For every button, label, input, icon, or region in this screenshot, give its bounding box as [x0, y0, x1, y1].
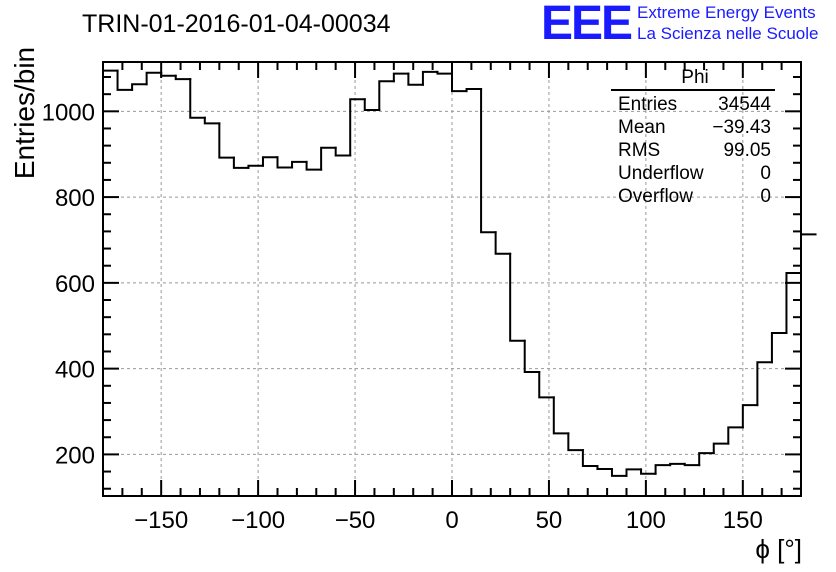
grid-lines [103, 62, 801, 496]
y-tick-label: 200 [55, 442, 95, 469]
histogram-bin [276, 156, 294, 169]
histogram-bin [712, 442, 730, 455]
x-tick-label: 0 [445, 507, 458, 534]
stats-value: −39.43 [712, 117, 771, 138]
stats-divider [611, 89, 775, 91]
x-tick-label: 150 [723, 507, 763, 534]
histogram-bin [349, 98, 366, 157]
stats-value: 99.05 [723, 140, 771, 161]
y-tick-label: 1000 [42, 99, 95, 126]
histogram-bin [741, 404, 759, 429]
histogram-bin [523, 339, 541, 374]
histogram-bin [261, 156, 279, 167]
x-tick-label: −150 [134, 507, 188, 534]
x-tick-label: −50 [335, 507, 376, 534]
stats-row-underflow: Underflow 0 [611, 162, 775, 185]
histogram-bin [465, 88, 483, 93]
histogram-bin [581, 449, 599, 467]
histogram-bin [610, 467, 628, 477]
histogram-bin [683, 462, 701, 467]
y-tick-label: 400 [55, 357, 95, 384]
stats-label: RMS [618, 140, 661, 161]
histogram-bin [480, 88, 497, 234]
stats-label: Overflow [618, 186, 693, 207]
stats-label: Mean [618, 117, 666, 138]
histogram-bin [392, 72, 410, 83]
x-axis-label: ϕ [°] [755, 534, 802, 564]
histogram-bin [669, 462, 686, 467]
y-tick-label: 600 [55, 271, 95, 298]
histogram-bin [567, 432, 584, 452]
x-tick-label: 50 [536, 507, 563, 534]
eee-logo: EEE [541, 0, 633, 50]
histogram-bin [727, 426, 744, 445]
stats-row-overflow: Overflow 0 [611, 185, 775, 208]
y-axis-label: Entries/bin [9, 46, 40, 180]
stats-row-mean: Mean −39.43 [611, 116, 775, 139]
histogram-bin [552, 396, 570, 435]
histogram-bin [174, 74, 192, 81]
tick-labels: −150 −100 −50 0 50 100 150 200 400 600 800 1000 [42, 99, 763, 534]
stats-label: Entries [618, 94, 678, 115]
histogram-bin [203, 116, 221, 125]
stats-value: 0 [760, 186, 771, 207]
histogram-bin [363, 98, 381, 112]
stats-value: 0 [760, 163, 771, 184]
histogram-bin [247, 164, 264, 169]
histogram-bin [596, 464, 613, 470]
histogram-bin [232, 156, 250, 169]
x-tick-label: −100 [231, 507, 285, 534]
histogram-bin [698, 452, 715, 467]
stats-label: Underflow [618, 163, 704, 184]
histogram-bin [116, 69, 134, 91]
stats-title: Phi [681, 67, 709, 88]
histogram-bin [334, 146, 352, 157]
histogram-bin [509, 252, 526, 342]
stats-box: Phi Entries 34544 Mean −39.43 RMS 99.05 … [611, 68, 775, 208]
stats-value: 34544 [718, 94, 771, 115]
stats-row-rms: RMS 99.05 [611, 139, 775, 162]
histogram-bin [451, 72, 468, 93]
histogram-bin [640, 468, 657, 475]
histogram-bin [291, 160, 308, 169]
histogram-bin [770, 332, 788, 364]
x-tick-label: 100 [626, 507, 666, 534]
histogram-bin [305, 160, 323, 171]
histogram-bin [131, 83, 148, 91]
histogram-bin [378, 80, 395, 112]
histogram-bin [160, 71, 177, 77]
histogram-bin [654, 464, 672, 475]
chart-title: TRIN-01-2016-01-04-00034 [82, 10, 391, 38]
histogram-bin [421, 70, 439, 86]
logo-subtitle-line2: La Scienza nelle Scuole [637, 24, 819, 43]
stats-row-entries: Entries 34544 [611, 93, 775, 116]
y-tick-label: 800 [55, 185, 95, 212]
histogram-bin [145, 71, 163, 86]
histogram-bin [218, 122, 235, 159]
histogram-bin [189, 78, 206, 119]
histogram-bin [756, 361, 773, 407]
histogram-series [102, 69, 817, 477]
histogram-bin [494, 231, 512, 255]
histogram-bin [407, 72, 424, 86]
histogram-bin [320, 146, 337, 171]
histogram-bin [538, 371, 555, 399]
logo-subtitle-line1: Extreme Energy Events [637, 3, 816, 22]
histogram-bin [436, 70, 453, 75]
axis-ticks [103, 62, 801, 496]
histogram-bin [800, 233, 817, 274]
histogram-bin [625, 468, 643, 477]
